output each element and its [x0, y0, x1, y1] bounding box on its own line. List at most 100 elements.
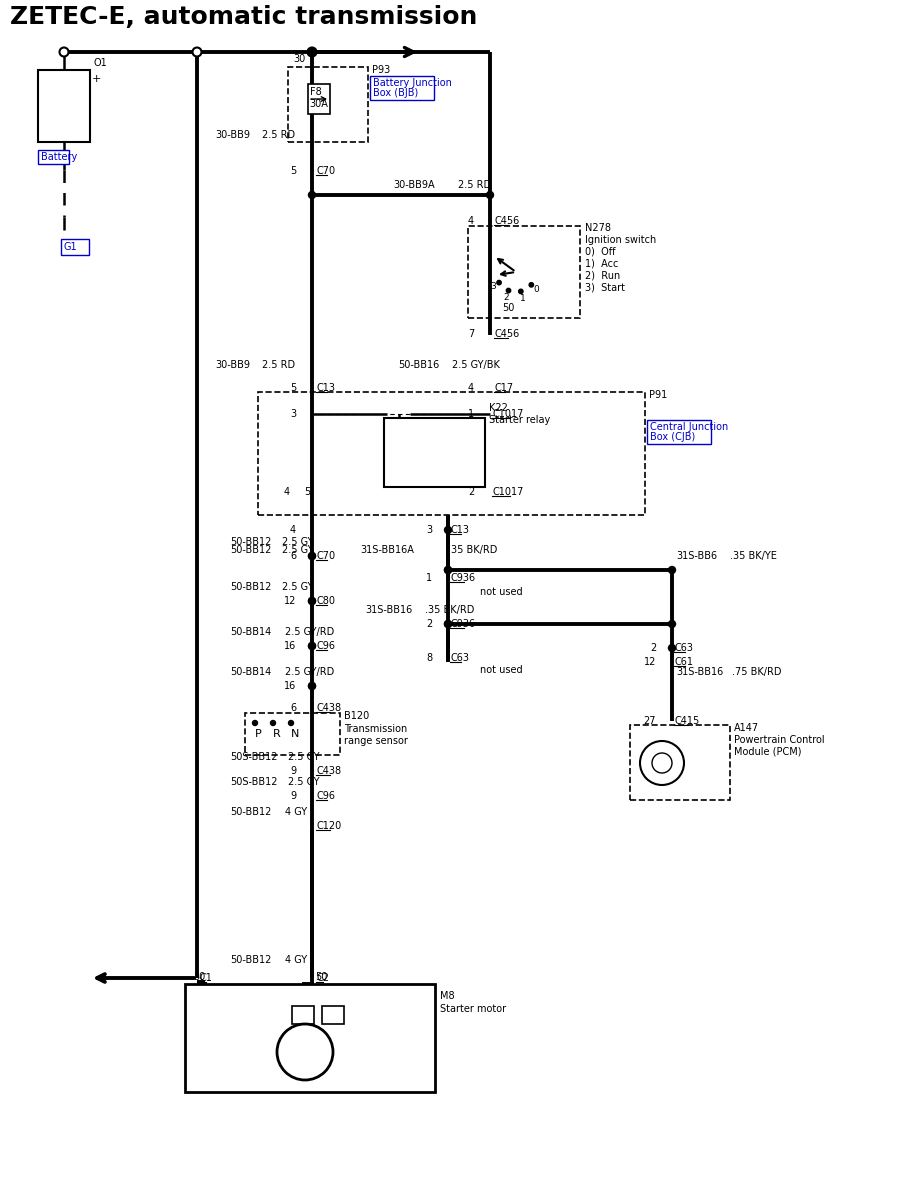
Circle shape: [669, 620, 675, 628]
Text: 50-BB14: 50-BB14: [230, 626, 272, 637]
Text: 2: 2: [426, 619, 432, 629]
Text: 4: 4: [290, 526, 296, 535]
Text: C96: C96: [316, 791, 335, 802]
Bar: [38, 150, 69, 164]
Text: 2.5 GY: 2.5 GY: [282, 545, 313, 554]
Bar: [384, 418, 485, 487]
Text: 5: 5: [290, 383, 296, 392]
Bar: [647, 420, 711, 444]
Circle shape: [486, 192, 494, 198]
Text: 5: 5: [290, 166, 296, 176]
Bar: [258, 392, 645, 515]
Text: 3: 3: [490, 282, 496, 290]
Text: 50-BB14: 50-BB14: [230, 667, 272, 677]
Bar: [245, 713, 340, 755]
Text: Transmission: Transmission: [344, 724, 407, 734]
Circle shape: [308, 48, 317, 56]
Circle shape: [309, 683, 316, 690]
Text: C438: C438: [316, 703, 341, 713]
Text: A147: A147: [734, 722, 759, 733]
Text: 2.5 RD: 2.5 RD: [262, 130, 295, 140]
Text: C13: C13: [316, 383, 335, 392]
Text: 31S-BB6: 31S-BB6: [676, 551, 717, 560]
Text: 2.5 RD: 2.5 RD: [262, 360, 295, 370]
Bar: [630, 725, 730, 800]
Circle shape: [271, 720, 275, 726]
Circle shape: [496, 281, 501, 284]
Text: 50: 50: [502, 302, 514, 313]
Text: 4 GY: 4 GY: [285, 806, 307, 817]
Text: 4 GY: 4 GY: [285, 955, 307, 965]
Circle shape: [309, 598, 316, 605]
Text: N278: N278: [585, 223, 611, 233]
Text: 50S-BB12: 50S-BB12: [230, 778, 277, 787]
Text: 31S-BB16: 31S-BB16: [365, 605, 413, 614]
Text: C70: C70: [316, 551, 335, 560]
Text: 30-BB9: 30-BB9: [215, 130, 250, 140]
Circle shape: [309, 552, 316, 559]
Text: 27: 27: [644, 716, 656, 726]
Text: Central Junction: Central Junction: [650, 422, 729, 432]
Circle shape: [445, 620, 451, 628]
Text: C1: C1: [199, 973, 212, 983]
Text: C936: C936: [450, 572, 475, 583]
Text: C1017: C1017: [492, 409, 523, 419]
Circle shape: [252, 720, 258, 726]
Bar: [61, 239, 89, 254]
Text: Box (CJB): Box (CJB): [650, 432, 695, 442]
Text: 3: 3: [426, 526, 432, 535]
Circle shape: [669, 644, 675, 652]
Circle shape: [60, 48, 68, 56]
Text: 12: 12: [284, 596, 296, 606]
Text: 4: 4: [468, 383, 474, 392]
Text: not used: not used: [480, 587, 522, 596]
Text: 50-BB12: 50-BB12: [230, 538, 272, 547]
Text: M: M: [296, 1043, 315, 1062]
Circle shape: [445, 566, 451, 574]
Text: .75 BK/RD: .75 BK/RD: [732, 667, 782, 677]
Circle shape: [445, 566, 451, 574]
Circle shape: [309, 48, 316, 55]
Text: 9: 9: [290, 791, 296, 802]
Text: 2.5 GY: 2.5 GY: [288, 778, 320, 787]
Text: 50-BB12: 50-BB12: [230, 582, 272, 592]
Text: M8: M8: [440, 991, 455, 1001]
Text: 2.5 GY/RD: 2.5 GY/RD: [285, 667, 334, 677]
Circle shape: [530, 283, 533, 287]
Text: 30: 30: [293, 54, 305, 64]
Text: 3)  Start: 3) Start: [585, 283, 625, 293]
Text: O1: O1: [93, 58, 107, 68]
Circle shape: [309, 598, 316, 605]
Text: R: R: [273, 728, 281, 739]
Text: 2)  Run: 2) Run: [585, 271, 620, 281]
Text: 2: 2: [503, 293, 508, 301]
Circle shape: [519, 289, 523, 294]
Text: Starter motor: Starter motor: [440, 1004, 507, 1014]
Text: C70: C70: [316, 166, 335, 176]
Text: N: N: [291, 728, 299, 739]
Text: C17: C17: [494, 383, 513, 392]
Text: +: +: [92, 74, 101, 84]
Text: K22: K22: [489, 403, 507, 413]
Text: C80: C80: [316, 596, 335, 606]
Text: C438: C438: [316, 766, 341, 776]
Text: Battery Junction: Battery Junction: [373, 78, 452, 88]
Text: 1: 1: [426, 572, 432, 583]
Text: F8: F8: [310, 86, 321, 97]
Text: C2: C2: [316, 973, 329, 983]
Text: 2.5 GY/BK: 2.5 GY/BK: [452, 360, 500, 370]
Text: 12: 12: [644, 658, 656, 667]
Text: 2.5 GY: 2.5 GY: [282, 538, 313, 547]
Text: .35 BK/YE: .35 BK/YE: [730, 551, 777, 560]
Text: 50: 50: [315, 972, 327, 982]
Text: 1: 1: [468, 409, 474, 419]
Text: C120: C120: [316, 821, 342, 830]
Circle shape: [445, 620, 451, 628]
Text: range sensor: range sensor: [344, 736, 408, 746]
Text: C63: C63: [450, 653, 469, 662]
Text: Box (BJB): Box (BJB): [373, 88, 418, 98]
Text: Powertrain Control: Powertrain Control: [734, 734, 824, 745]
Text: C63: C63: [674, 643, 693, 653]
Text: 2.5 GY: 2.5 GY: [288, 752, 320, 762]
Text: .35 BK/RD: .35 BK/RD: [448, 545, 497, 554]
